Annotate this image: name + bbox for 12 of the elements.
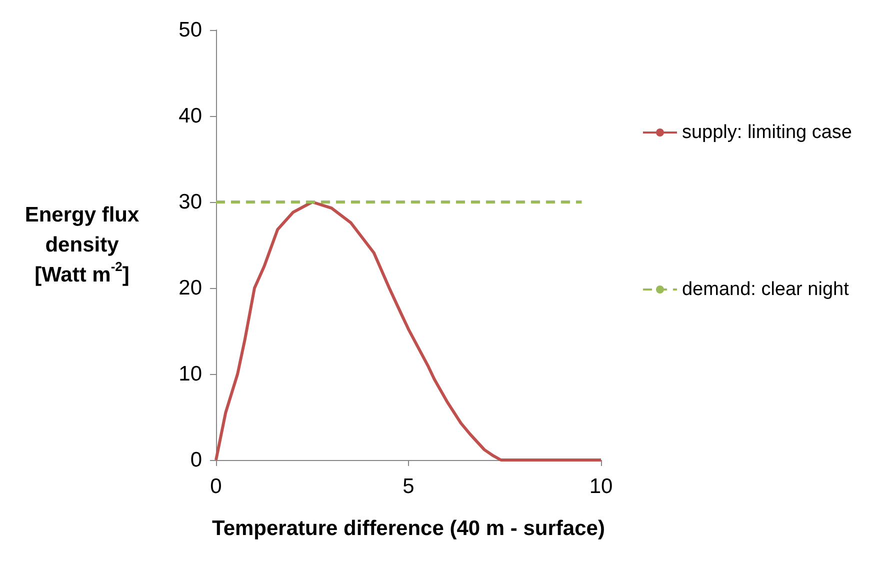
y-tick-label: 20 — [178, 276, 202, 300]
x-tick-label: 5 — [402, 475, 414, 498]
legend-label: demand: clear night — [682, 279, 850, 300]
y-tick-label: 10 — [178, 362, 202, 386]
x-tick-label: 10 — [589, 475, 613, 498]
y-tick-label: 50 — [178, 18, 202, 42]
x-tick-label: 0 — [210, 475, 222, 498]
y-tick-label: 30 — [178, 190, 202, 214]
x-axis-title: Temperature difference (40 m - surface) — [212, 517, 605, 540]
y-tick-label: 40 — [178, 104, 202, 128]
y-tick-label: 0 — [190, 448, 202, 472]
legend-label: supply: limiting case — [682, 122, 852, 143]
